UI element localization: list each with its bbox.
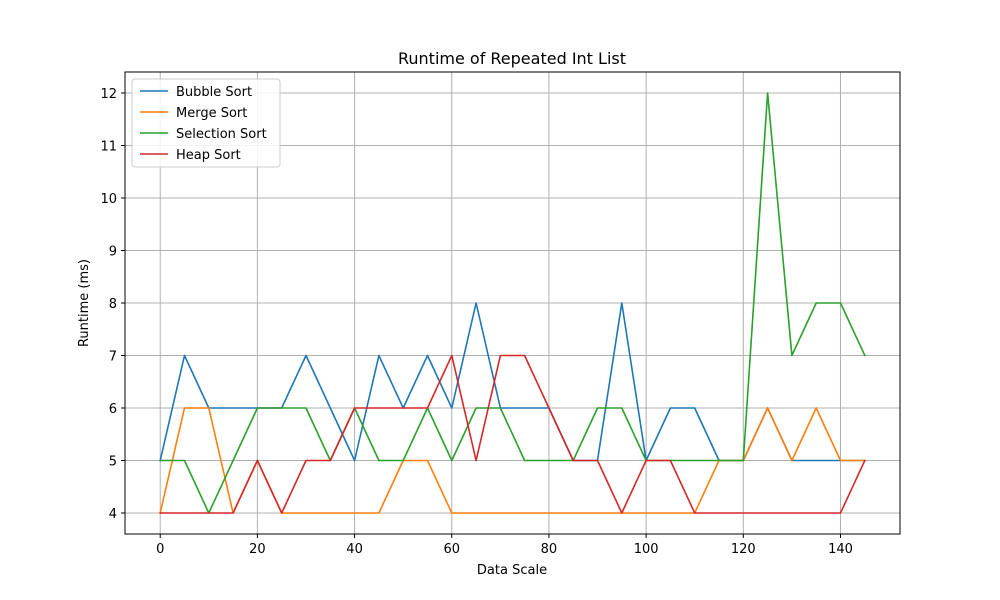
y-tick-label: 12 (100, 87, 117, 102)
legend: Bubble Sort Merge Sort Selection Sort Heap … (131, 78, 281, 168)
series-layer (159, 92, 866, 514)
ticks-layer: 0 20 40 60 80 100 120 140 4 5 6 7 8 9 10 11 12 (100, 87, 852, 557)
x-axis-label: Data Scale (477, 563, 547, 578)
y-tick-label: 5 (109, 455, 117, 470)
legend-label: Selection Sort (176, 127, 267, 142)
series-line-heap-sort (159, 354, 866, 514)
y-axis-label: Runtime (ms) (77, 259, 92, 347)
x-tick-label: 100 (634, 542, 659, 557)
series-line-selection-sort (159, 92, 866, 514)
x-tick-label: 140 (828, 542, 853, 557)
legend-box (131, 78, 281, 168)
x-tick-label: 60 (443, 542, 460, 557)
y-tick-label: 10 (100, 192, 117, 207)
legend-label: Heap Sort (176, 148, 241, 163)
y-tick-label: 6 (109, 402, 117, 417)
x-tick-label: 20 (249, 542, 266, 557)
y-tick-label: 11 (100, 140, 117, 155)
x-tick-label: 0 (156, 542, 164, 557)
legend-label: Bubble Sort (176, 85, 252, 100)
chart-title: Runtime of Repeated Int List (398, 49, 626, 68)
y-tick-label: 9 (109, 245, 117, 260)
series-line-bubble-sort (159, 302, 866, 462)
x-tick-label: 120 (731, 542, 756, 557)
y-tick-label: 8 (109, 297, 117, 312)
y-tick-label: 4 (109, 507, 117, 522)
x-tick-label: 80 (541, 542, 558, 557)
legend-label: Merge Sort (176, 106, 247, 121)
y-tick-label: 7 (109, 350, 117, 365)
x-tick-label: 40 (346, 542, 363, 557)
